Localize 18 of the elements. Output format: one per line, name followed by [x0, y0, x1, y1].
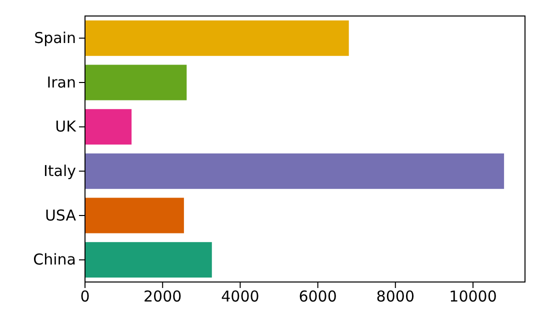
bar	[85, 109, 132, 145]
x-tick-label: 8000	[376, 288, 414, 306]
bar	[85, 20, 349, 56]
x-tick-label: 10000	[449, 288, 497, 306]
x-tick-label: 0	[80, 288, 90, 306]
x-tick-label: 4000	[221, 288, 260, 306]
y-tick-label: China	[33, 250, 76, 269]
y-tick-label: Iran	[46, 73, 76, 92]
bar	[85, 198, 184, 234]
y-tick-label: UK	[55, 118, 78, 136]
bar	[85, 64, 187, 100]
x-tick-label: 2000	[144, 288, 182, 306]
y-tick-label: Spain	[34, 28, 76, 47]
bar	[85, 242, 212, 278]
y-tick-label: Italy	[43, 162, 76, 180]
x-tick-label: 6000	[298, 288, 337, 306]
bar	[85, 153, 504, 189]
y-tick-label: USA	[44, 206, 77, 224]
